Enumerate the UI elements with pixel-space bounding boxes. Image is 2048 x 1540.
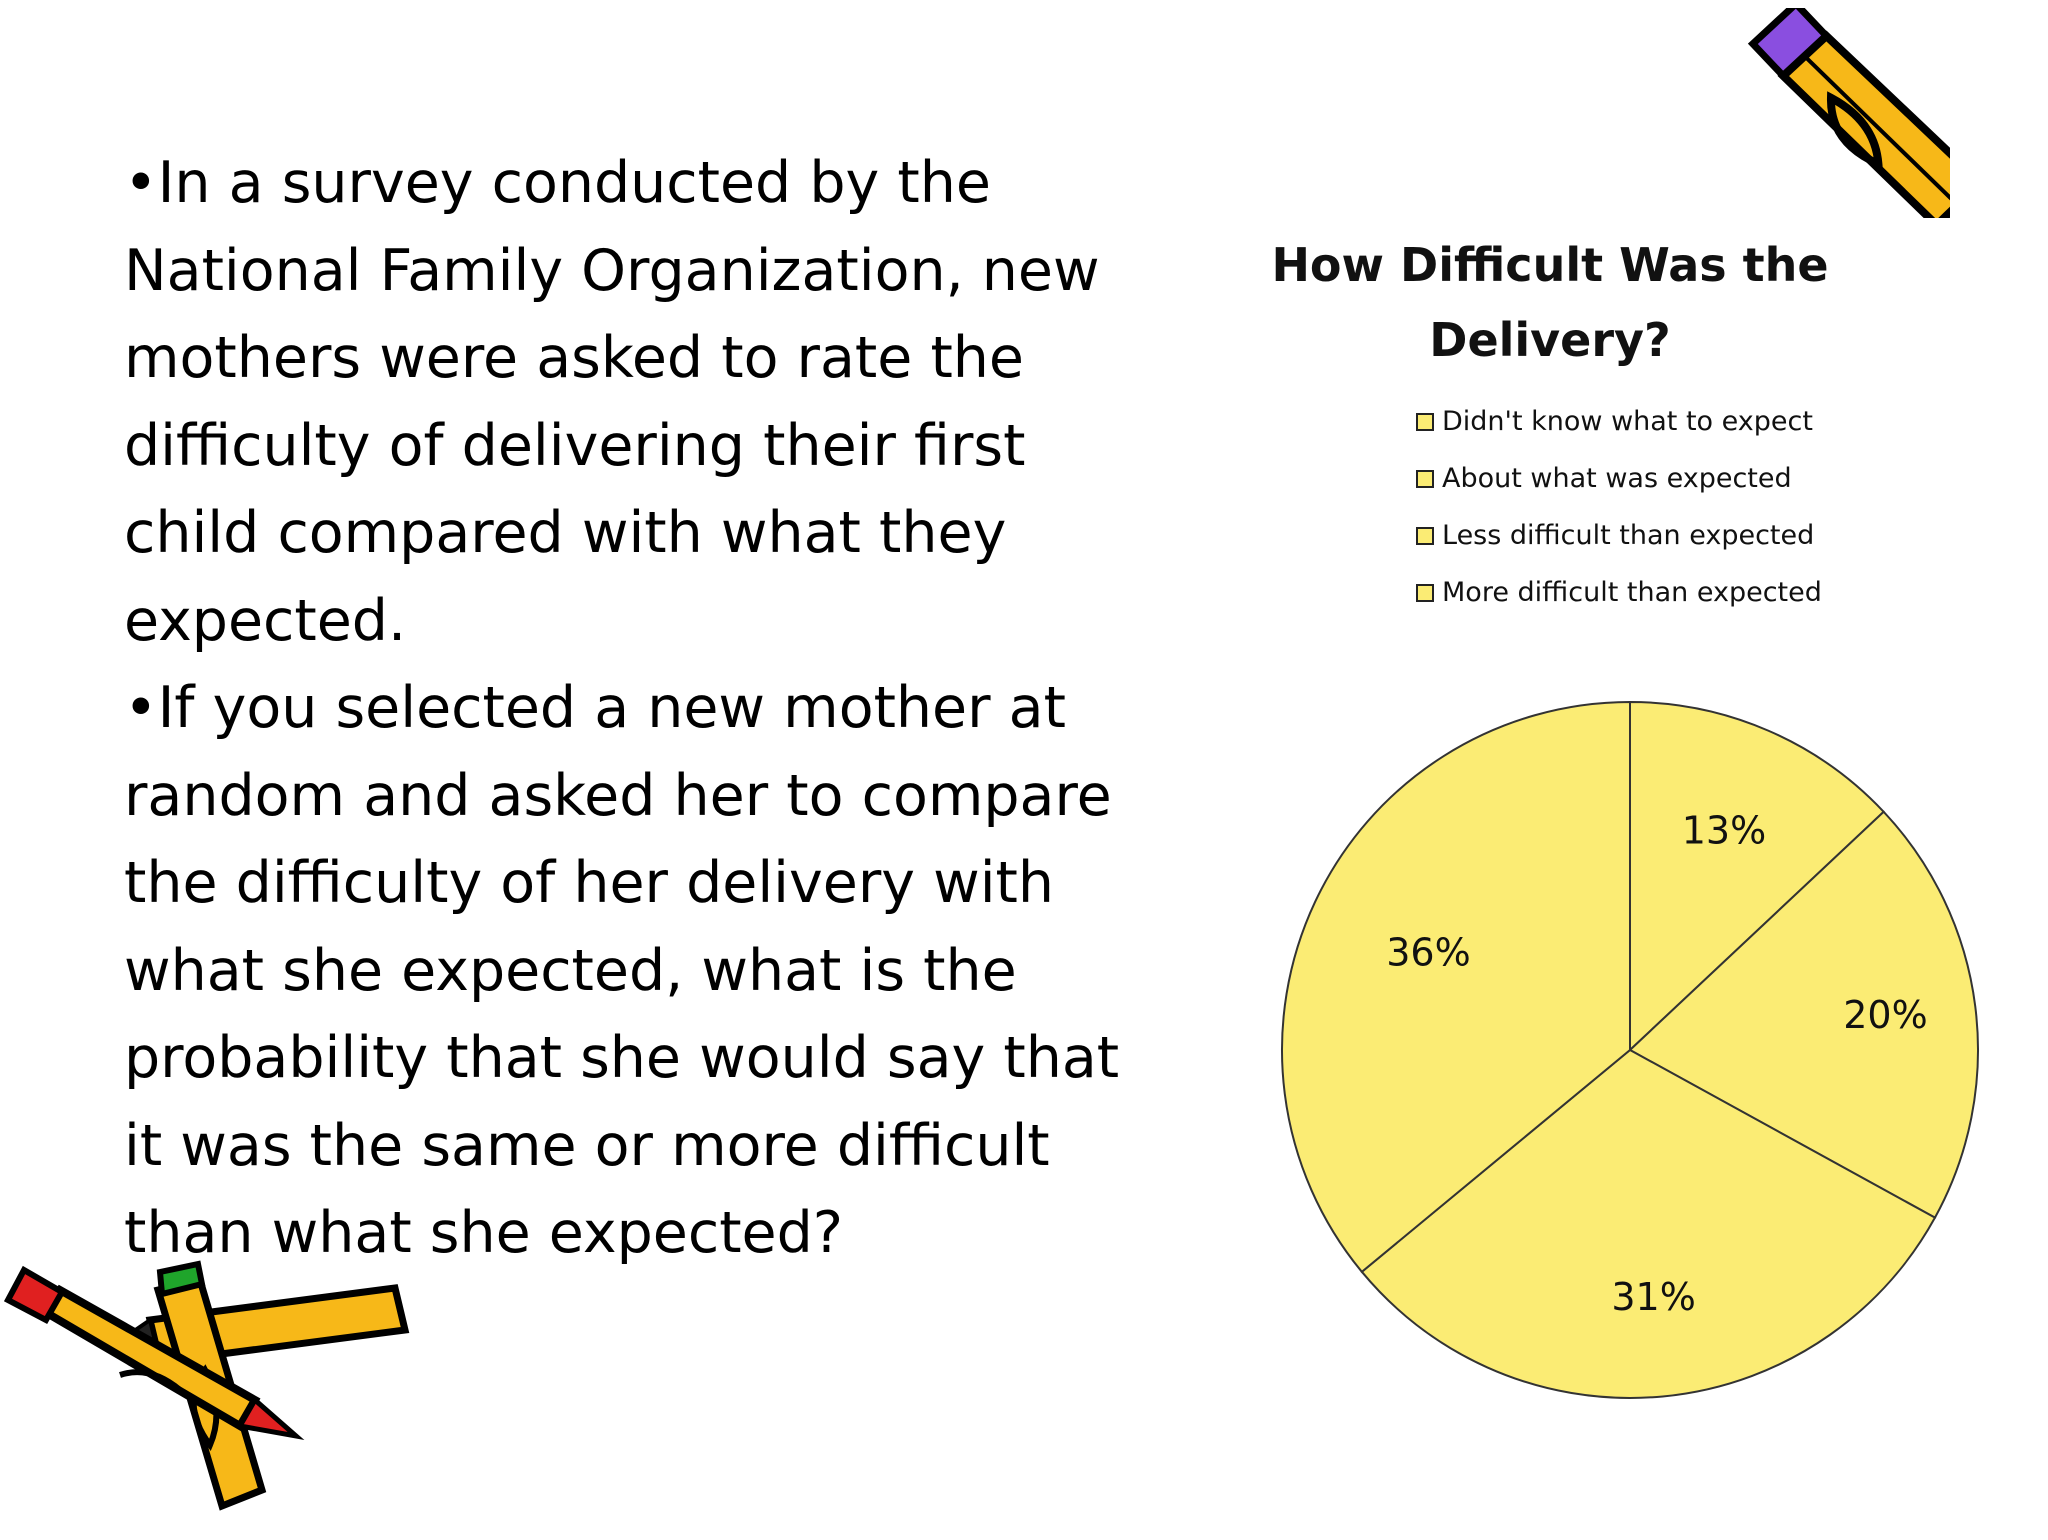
pencil-icon <box>1747 8 1950 218</box>
bullet-2: •If you selected a new mother at random … <box>124 675 1120 1266</box>
pie-slice-label: 13% <box>1682 808 1766 852</box>
legend-swatch <box>1416 413 1434 431</box>
pie-slice-label: 31% <box>1611 1275 1695 1319</box>
slide-text: •In a survey conducted by the National F… <box>124 140 1124 1278</box>
legend-label: About what was expected <box>1442 463 1792 494</box>
pie-chart: 13% 20% 31% 36% <box>1281 700 1979 1399</box>
legend-swatch <box>1416 527 1434 545</box>
pie-slice <box>1628 810 1979 1220</box>
legend-swatch <box>1416 470 1434 488</box>
legend-label: Less difficult than expected <box>1442 520 1815 551</box>
pie-slice <box>1360 1048 1937 1399</box>
legend-label: More difficult than expected <box>1442 577 1822 608</box>
legend-swatch <box>1416 584 1434 602</box>
pie-slice <box>1629 700 1886 1053</box>
pie-slice <box>1281 700 1631 1274</box>
chart-title: How Difficult Was the Delivery? <box>1271 238 1829 367</box>
legend-label: Didn't know what to expect <box>1442 406 1813 437</box>
bullet-1: •In a survey conducted by the National F… <box>124 150 1100 654</box>
pie-slice-label: 36% <box>1386 931 1470 975</box>
crayons-icon <box>3 1260 410 1511</box>
pie-slice-label: 20% <box>1843 993 1927 1037</box>
